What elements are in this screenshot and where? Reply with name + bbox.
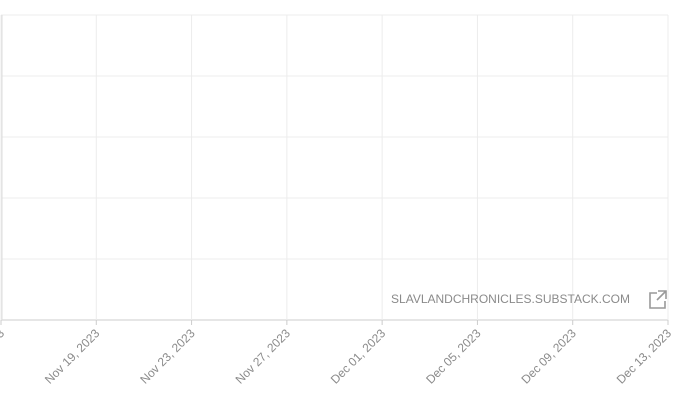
- x-tick-label: Dec 09, 2023: [518, 326, 579, 387]
- x-tick-label: Nov 23, 2023: [137, 326, 198, 387]
- x-tick-label: Dec 01, 2023: [328, 326, 389, 387]
- x-tick-label: Dec 13, 2023: [614, 326, 675, 387]
- x-tick-label: Dec 05, 2023: [423, 326, 484, 387]
- x-tick-label: Nov 27, 2023: [233, 326, 294, 387]
- source-link[interactable]: SLAVLANDCHRONICLES.SUBSTACK.COM: [391, 292, 630, 306]
- x-tick-label: Nov 19, 2023: [42, 326, 103, 387]
- x-tick-label: Nov 15, 2023: [0, 326, 7, 387]
- external-link-icon[interactable]: [649, 290, 667, 309]
- grid: [0, 14, 669, 325]
